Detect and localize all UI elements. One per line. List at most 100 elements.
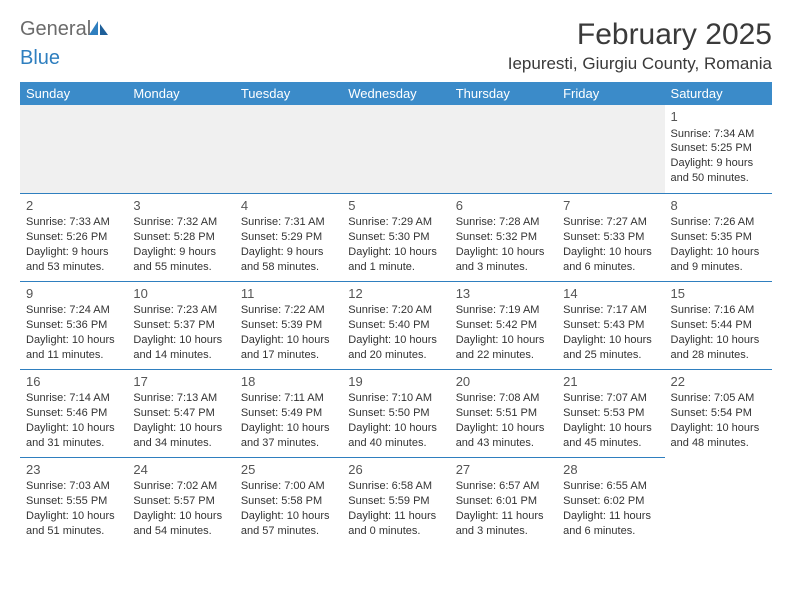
date-cell: 8Sunrise: 7:26 AMSunset: 5:35 PMDaylight…	[665, 193, 772, 281]
date-cell: 11Sunrise: 7:22 AMSunset: 5:39 PMDayligh…	[235, 281, 342, 369]
date-info: Sunrise: 6:58 AMSunset: 5:59 PMDaylight:…	[348, 479, 443, 538]
day-header-tuesday: Tuesday	[235, 82, 342, 105]
day-header-monday: Monday	[127, 82, 234, 105]
date-cell: 20Sunrise: 7:08 AMSunset: 5:51 PMDayligh…	[450, 369, 557, 457]
date-number: 25	[241, 461, 336, 479]
location-subtitle: Iepuresti, Giurgiu County, Romania	[508, 54, 772, 74]
date-cell: 13Sunrise: 7:19 AMSunset: 5:42 PMDayligh…	[450, 281, 557, 369]
date-cell: 14Sunrise: 7:17 AMSunset: 5:43 PMDayligh…	[557, 281, 664, 369]
date-cell: 22Sunrise: 7:05 AMSunset: 5:54 PMDayligh…	[665, 369, 772, 457]
date-cell: 3Sunrise: 7:32 AMSunset: 5:28 PMDaylight…	[127, 193, 234, 281]
calendar-week-row: 16Sunrise: 7:14 AMSunset: 5:46 PMDayligh…	[20, 369, 772, 457]
date-cell: 19Sunrise: 7:10 AMSunset: 5:50 PMDayligh…	[342, 369, 449, 457]
date-info: Sunrise: 7:26 AMSunset: 5:35 PMDaylight:…	[671, 215, 766, 274]
date-cell: 23Sunrise: 7:03 AMSunset: 5:55 PMDayligh…	[20, 457, 127, 545]
date-number: 8	[671, 197, 766, 215]
date-number: 14	[563, 285, 658, 303]
calendar-week-row: 23Sunrise: 7:03 AMSunset: 5:55 PMDayligh…	[20, 457, 772, 545]
date-info: Sunrise: 7:33 AMSunset: 5:26 PMDaylight:…	[26, 215, 121, 274]
date-info: Sunrise: 7:00 AMSunset: 5:58 PMDaylight:…	[241, 479, 336, 538]
date-info: Sunrise: 7:32 AMSunset: 5:28 PMDaylight:…	[133, 215, 228, 274]
day-header-wednesday: Wednesday	[342, 82, 449, 105]
date-number: 17	[133, 373, 228, 391]
date-info: Sunrise: 6:55 AMSunset: 6:02 PMDaylight:…	[563, 479, 658, 538]
date-info: Sunrise: 7:24 AMSunset: 5:36 PMDaylight:…	[26, 303, 121, 362]
date-info: Sunrise: 7:27 AMSunset: 5:33 PMDaylight:…	[563, 215, 658, 274]
calendar-week-row: 1Sunrise: 7:34 AMSunset: 5:25 PMDaylight…	[20, 105, 772, 193]
date-info: Sunrise: 7:11 AMSunset: 5:49 PMDaylight:…	[241, 391, 336, 450]
header: General Blue February 2025 Iepuresti, Gi…	[20, 18, 772, 74]
title-block: February 2025 Iepuresti, Giurgiu County,…	[508, 18, 772, 74]
date-number: 6	[456, 197, 551, 215]
date-info: Sunrise: 7:20 AMSunset: 5:40 PMDaylight:…	[348, 303, 443, 362]
day-header-friday: Friday	[557, 82, 664, 105]
date-cell: 2Sunrise: 7:33 AMSunset: 5:26 PMDaylight…	[20, 193, 127, 281]
date-cell: 24Sunrise: 7:02 AMSunset: 5:57 PMDayligh…	[127, 457, 234, 545]
date-info: Sunrise: 7:23 AMSunset: 5:37 PMDaylight:…	[133, 303, 228, 362]
date-number: 23	[26, 461, 121, 479]
date-info: Sunrise: 7:28 AMSunset: 5:32 PMDaylight:…	[456, 215, 551, 274]
date-info: Sunrise: 7:10 AMSunset: 5:50 PMDaylight:…	[348, 391, 443, 450]
date-number: 9	[26, 285, 121, 303]
date-number: 13	[456, 285, 551, 303]
date-info: Sunrise: 7:29 AMSunset: 5:30 PMDaylight:…	[348, 215, 443, 274]
date-number: 7	[563, 197, 658, 215]
date-number: 2	[26, 197, 121, 215]
date-info: Sunrise: 7:03 AMSunset: 5:55 PMDaylight:…	[26, 479, 121, 538]
date-cell: 18Sunrise: 7:11 AMSunset: 5:49 PMDayligh…	[235, 369, 342, 457]
date-cell: 5Sunrise: 7:29 AMSunset: 5:30 PMDaylight…	[342, 193, 449, 281]
calendar-table: SundayMondayTuesdayWednesdayThursdayFrid…	[20, 82, 772, 545]
date-cell: 21Sunrise: 7:07 AMSunset: 5:53 PMDayligh…	[557, 369, 664, 457]
date-number: 10	[133, 285, 228, 303]
date-cell: 12Sunrise: 7:20 AMSunset: 5:40 PMDayligh…	[342, 281, 449, 369]
date-info: Sunrise: 7:05 AMSunset: 5:54 PMDaylight:…	[671, 391, 766, 450]
date-number: 24	[133, 461, 228, 479]
date-info: Sunrise: 7:08 AMSunset: 5:51 PMDaylight:…	[456, 391, 551, 450]
date-cell: 25Sunrise: 7:00 AMSunset: 5:58 PMDayligh…	[235, 457, 342, 545]
date-cell: 17Sunrise: 7:13 AMSunset: 5:47 PMDayligh…	[127, 369, 234, 457]
day-header-sunday: Sunday	[20, 82, 127, 105]
date-number: 12	[348, 285, 443, 303]
date-number: 22	[671, 373, 766, 391]
date-number: 20	[456, 373, 551, 391]
logo: General Blue	[20, 18, 109, 70]
empty-cell	[665, 457, 772, 545]
empty-cell	[342, 105, 449, 193]
date-info: Sunrise: 7:22 AMSunset: 5:39 PMDaylight:…	[241, 303, 336, 362]
date-number: 11	[241, 285, 336, 303]
logo-text-general: General	[20, 18, 91, 40]
calendar-body: 1Sunrise: 7:34 AMSunset: 5:25 PMDaylight…	[20, 105, 772, 545]
date-info: Sunrise: 7:02 AMSunset: 5:57 PMDaylight:…	[133, 479, 228, 538]
date-info: Sunrise: 7:16 AMSunset: 5:44 PMDaylight:…	[671, 303, 766, 362]
date-cell: 27Sunrise: 6:57 AMSunset: 6:01 PMDayligh…	[450, 457, 557, 545]
day-header-row: SundayMondayTuesdayWednesdayThursdayFrid…	[20, 82, 772, 105]
date-info: Sunrise: 7:34 AMSunset: 5:25 PMDaylight:…	[671, 127, 766, 186]
calendar-week-row: 2Sunrise: 7:33 AMSunset: 5:26 PMDaylight…	[20, 193, 772, 281]
date-cell: 6Sunrise: 7:28 AMSunset: 5:32 PMDaylight…	[450, 193, 557, 281]
empty-cell	[450, 105, 557, 193]
date-cell: 10Sunrise: 7:23 AMSunset: 5:37 PMDayligh…	[127, 281, 234, 369]
date-number: 5	[348, 197, 443, 215]
date-cell: 15Sunrise: 7:16 AMSunset: 5:44 PMDayligh…	[665, 281, 772, 369]
date-number: 19	[348, 373, 443, 391]
logo-text-blue: Blue	[20, 47, 60, 69]
date-cell: 1Sunrise: 7:34 AMSunset: 5:25 PMDaylight…	[665, 105, 772, 193]
day-header-thursday: Thursday	[450, 82, 557, 105]
date-number: 3	[133, 197, 228, 215]
date-info: Sunrise: 7:17 AMSunset: 5:43 PMDaylight:…	[563, 303, 658, 362]
date-cell: 28Sunrise: 6:55 AMSunset: 6:02 PMDayligh…	[557, 457, 664, 545]
date-number: 15	[671, 285, 766, 303]
empty-cell	[557, 105, 664, 193]
date-number: 21	[563, 373, 658, 391]
month-title: February 2025	[508, 18, 772, 52]
date-info: Sunrise: 7:19 AMSunset: 5:42 PMDaylight:…	[456, 303, 551, 362]
date-info: Sunrise: 6:57 AMSunset: 6:01 PMDaylight:…	[456, 479, 551, 538]
date-number: 16	[26, 373, 121, 391]
empty-cell	[235, 105, 342, 193]
date-cell: 4Sunrise: 7:31 AMSunset: 5:29 PMDaylight…	[235, 193, 342, 281]
date-number: 18	[241, 373, 336, 391]
date-info: Sunrise: 7:14 AMSunset: 5:46 PMDaylight:…	[26, 391, 121, 450]
date-number: 1	[671, 108, 766, 126]
date-cell: 16Sunrise: 7:14 AMSunset: 5:46 PMDayligh…	[20, 369, 127, 457]
date-cell: 26Sunrise: 6:58 AMSunset: 5:59 PMDayligh…	[342, 457, 449, 545]
